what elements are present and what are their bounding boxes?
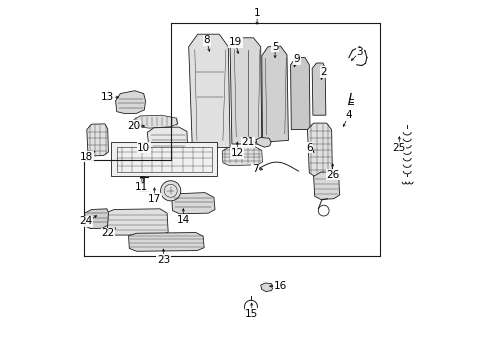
Bar [111, 142, 217, 176]
Polygon shape [87, 124, 108, 156]
Text: 2: 2 [320, 67, 326, 77]
Text: 25: 25 [392, 143, 405, 153]
Text: 1: 1 [253, 8, 260, 18]
Polygon shape [107, 209, 168, 235]
Polygon shape [290, 58, 309, 130]
Polygon shape [261, 46, 288, 142]
Polygon shape [222, 147, 262, 166]
Polygon shape [171, 193, 215, 214]
Polygon shape [230, 38, 261, 144]
Text: 15: 15 [244, 309, 258, 319]
Text: 6: 6 [305, 143, 312, 153]
Circle shape [160, 181, 181, 201]
Text: 3: 3 [356, 47, 362, 57]
Text: 13: 13 [101, 92, 114, 102]
Polygon shape [313, 172, 339, 199]
Text: 17: 17 [147, 194, 161, 204]
Text: 10: 10 [137, 143, 150, 153]
Text: 5: 5 [271, 42, 278, 52]
Text: 9: 9 [293, 54, 300, 64]
Text: 23: 23 [157, 255, 170, 265]
Text: 16: 16 [273, 281, 286, 291]
Bar [117, 147, 212, 172]
Text: 12: 12 [230, 148, 244, 158]
Text: 4: 4 [345, 110, 351, 120]
Polygon shape [128, 233, 204, 251]
Text: 26: 26 [325, 170, 339, 180]
Polygon shape [84, 209, 108, 229]
Polygon shape [307, 123, 332, 176]
Text: 20: 20 [127, 121, 140, 131]
Text: 18: 18 [80, 152, 93, 162]
Text: 14: 14 [176, 215, 189, 225]
Text: 11: 11 [135, 182, 148, 192]
Polygon shape [256, 138, 270, 147]
Text: 22: 22 [101, 228, 114, 238]
Polygon shape [260, 283, 273, 292]
Polygon shape [311, 63, 325, 115]
Text: 24: 24 [79, 216, 92, 226]
Text: 8: 8 [203, 35, 209, 45]
Text: 7: 7 [251, 164, 258, 174]
Polygon shape [147, 127, 187, 152]
Polygon shape [134, 115, 178, 128]
Polygon shape [188, 34, 230, 148]
Text: 21: 21 [241, 137, 254, 147]
Text: 19: 19 [228, 37, 242, 48]
Polygon shape [115, 91, 145, 113]
